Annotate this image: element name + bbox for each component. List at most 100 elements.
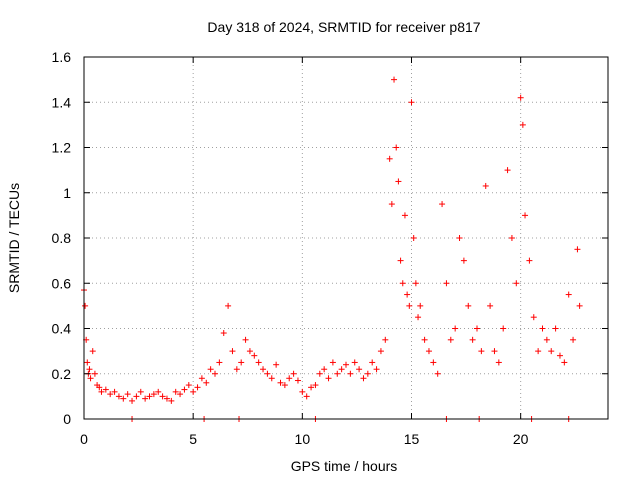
data-point [369, 359, 376, 366]
data-point [399, 280, 406, 287]
data-point [86, 366, 93, 373]
data-point [120, 395, 127, 402]
data-point [111, 388, 118, 395]
data-point [487, 302, 494, 309]
y-tick-label: 0.6 [52, 275, 72, 291]
data-point [430, 359, 437, 366]
y-tick-label: 0.2 [52, 366, 72, 382]
data-point [102, 386, 109, 393]
data-point [347, 370, 354, 377]
data-point [456, 235, 463, 241]
data-point [513, 280, 520, 287]
data-point [98, 388, 105, 395]
data-point [87, 375, 94, 382]
data-point [334, 370, 341, 377]
data-point [321, 366, 328, 373]
data-point [124, 391, 131, 398]
data-point [190, 388, 197, 395]
data-point [425, 348, 432, 355]
x-tick-label: 15 [404, 431, 420, 447]
data-point [404, 291, 411, 298]
data-point [386, 155, 393, 162]
data-point [373, 366, 380, 373]
data-point [561, 359, 568, 366]
data-point [469, 336, 476, 343]
data-point [229, 348, 236, 355]
y-tick-label: 1 [63, 185, 71, 201]
y-axis-label: SRMTID / TECUs [6, 183, 22, 293]
data-point [439, 201, 446, 208]
data-point [452, 325, 459, 332]
data-point [517, 94, 524, 101]
data-point [570, 336, 577, 343]
data-point [181, 386, 188, 393]
data-point [303, 393, 310, 400]
data-point [351, 359, 358, 366]
x-axis-label: GPS time / hours [291, 458, 398, 474]
data-point [530, 314, 537, 321]
data-point [168, 397, 175, 404]
data-point [268, 375, 275, 382]
data-point [150, 391, 157, 398]
data-point [155, 388, 162, 395]
data-point [393, 144, 400, 151]
data-point [543, 336, 550, 343]
chart-title: Day 318 of 2024, SRMTID for receiver p81… [207, 19, 480, 35]
data-point [242, 336, 249, 343]
data-point [343, 361, 349, 368]
x-tick-label: 20 [513, 431, 529, 447]
data-point [163, 395, 170, 402]
data-point [397, 257, 404, 264]
data-point [522, 212, 529, 219]
data-point [212, 370, 218, 377]
data-point [107, 391, 114, 398]
data-point [146, 393, 153, 400]
data-point [216, 359, 223, 366]
data-point [421, 336, 428, 343]
data-point [133, 393, 140, 400]
data-point [84, 359, 91, 366]
data-point [395, 178, 402, 185]
data-point [504, 167, 511, 174]
data-point [260, 366, 267, 373]
data-point [277, 379, 284, 386]
data-point [565, 291, 572, 298]
data-point [115, 393, 122, 400]
data-point [329, 359, 336, 366]
data-point [185, 382, 192, 389]
data-point [251, 352, 258, 359]
data-point [91, 370, 98, 377]
data-point [576, 302, 583, 309]
data-point [225, 302, 232, 309]
y-tick-label: 1.4 [52, 94, 72, 110]
data-point [286, 375, 293, 382]
data-point [246, 348, 253, 355]
data-point [316, 370, 323, 377]
data-point [264, 370, 271, 377]
data-point [364, 370, 371, 377]
data-point [281, 382, 288, 389]
y-tick-label: 1.6 [52, 49, 72, 65]
data-point [129, 397, 136, 404]
data-point [539, 325, 546, 332]
data-point [412, 280, 419, 287]
data-point [255, 359, 262, 366]
x-tick-label: 5 [189, 431, 197, 447]
data-point [552, 325, 559, 332]
data-point [308, 384, 315, 391]
data-point [194, 384, 201, 391]
data-point [159, 393, 166, 400]
data-point [356, 366, 363, 373]
y-tick-label: 1.2 [52, 140, 72, 156]
data-point [299, 388, 306, 395]
data-point [96, 384, 103, 391]
data-point [233, 366, 240, 373]
data-point [382, 336, 389, 343]
axis-ticks: 0 5 10 15 20 0 0.2 0.4 0.6 0.8 1 1.2 1.4 1.6 [52, 49, 608, 447]
data-point [238, 359, 245, 366]
data-point [556, 352, 563, 359]
data-point [207, 366, 214, 373]
data-point [142, 395, 149, 402]
